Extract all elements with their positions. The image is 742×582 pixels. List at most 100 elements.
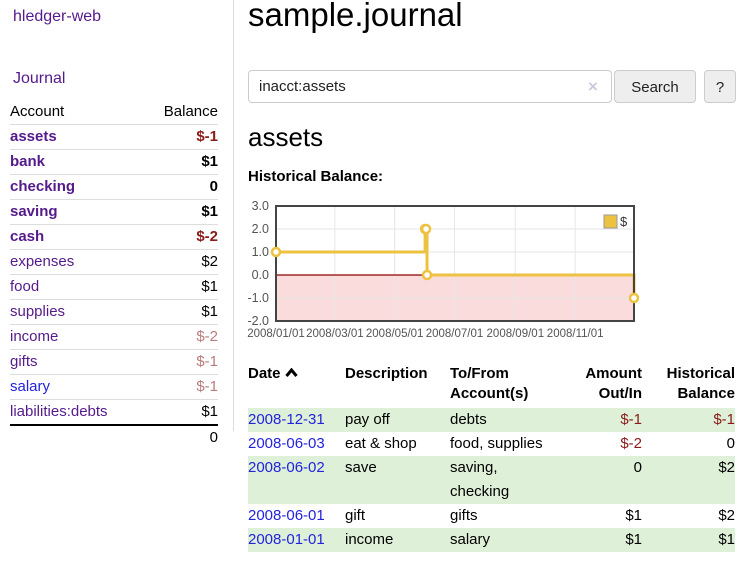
account-row: income $-2 (10, 324, 218, 350)
register-table: Date Description To/From Account(s) Amou… (248, 364, 735, 552)
search-button[interactable]: Search (614, 70, 696, 103)
svg-text:$: $ (620, 214, 628, 229)
svg-text:2008/03/01: 2008/03/01 (306, 328, 364, 340)
account-balance: $1 (201, 278, 218, 295)
account-balance: $-1 (196, 378, 218, 395)
svg-text:2008/05/01: 2008/05/01 (366, 328, 424, 340)
account-link-checking[interactable]: checking (10, 178, 76, 195)
transaction-amount: $1 (560, 528, 642, 552)
transaction-accounts: debts (450, 408, 560, 432)
svg-text:0.0: 0.0 (252, 268, 269, 282)
date-column-header[interactable]: Date (248, 364, 345, 408)
account-balance: $-1 (196, 128, 218, 145)
account-row: gifts $-1 (10, 349, 218, 375)
transaction-accounts: saving, checking (450, 456, 560, 504)
account-link-liabilities-debts[interactable]: liabilities:debts (10, 403, 108, 420)
transaction-balance: $2 (642, 456, 735, 504)
account-table-header: Account Balance (10, 100, 218, 125)
transaction-balance: 0 (726, 435, 735, 452)
account-balance-table: Account Balance assets $-1 bank $1 check… (10, 100, 218, 450)
account-row: assets $-1 (10, 124, 218, 150)
register-row: 2008-06-03 eat & shop food, supplies $-2… (248, 432, 735, 456)
balance-column-header: Historical Balance (666, 365, 735, 402)
account-link-supplies[interactable]: supplies (10, 303, 66, 320)
account-balance: $1 (201, 403, 218, 420)
svg-text:-2.0: -2.0 (247, 314, 269, 328)
account-total-balance: 0 (209, 429, 218, 446)
transaction-amount: $-2 (620, 435, 642, 452)
account-row: checking 0 (10, 174, 218, 200)
transaction-amount: 0 (560, 456, 642, 504)
account-total-row: 0 (10, 425, 218, 450)
transaction-accounts: gifts (450, 507, 478, 524)
help-button[interactable]: ? (704, 70, 736, 103)
account-balance: $-2 (196, 328, 218, 345)
balance-column-header: Balance (163, 103, 218, 120)
account-link-income[interactable]: income (10, 328, 59, 345)
sidebar-divider (233, 0, 234, 431)
transaction-description: gift (345, 507, 366, 524)
transaction-date-link[interactable]: 2008-12-31 (248, 411, 325, 428)
account-link-expenses[interactable]: expenses (10, 253, 75, 270)
account-balance: $1 (201, 303, 218, 320)
account-row: food $1 (10, 274, 218, 300)
transaction-description: income (345, 528, 450, 552)
account-balance: $2 (201, 253, 218, 270)
account-link-gifts[interactable]: gifts (10, 353, 38, 370)
search-bar: × Search ? (248, 70, 738, 103)
register-row: 2008-01-01 income salary $1 $1 (248, 528, 735, 552)
account-row: expenses $2 (10, 249, 218, 275)
svg-text:2008/11/01: 2008/11/01 (547, 328, 604, 340)
transaction-date-link[interactable]: 2008-06-03 (248, 435, 325, 452)
clear-search-icon[interactable]: × (588, 77, 598, 96)
register-row: 2008-12-31 pay off debts $-1 $-1 (248, 408, 735, 432)
account-link-food[interactable]: food (10, 278, 40, 295)
account-balance: 0 (209, 178, 218, 195)
account-row: supplies $1 (10, 299, 218, 325)
description-column-header: Description (345, 365, 428, 382)
account-column-header: Account (10, 103, 65, 120)
svg-text:2008/07/01: 2008/07/01 (426, 328, 484, 340)
account-row: salary $-1 (10, 374, 218, 400)
account-balance: $1 (201, 153, 218, 170)
account-balance: $-1 (196, 353, 218, 370)
svg-text:1.0: 1.0 (252, 245, 269, 259)
account-link-saving[interactable]: saving (10, 203, 58, 220)
register-row: 2008-06-02 save saving, checking 0 $2 (248, 456, 735, 504)
app-title-link[interactable]: hledger-web (13, 8, 102, 25)
sidebar-item-journal[interactable]: Journal (13, 70, 66, 87)
svg-text:-1.0: -1.0 (247, 291, 269, 305)
transaction-description: pay off (345, 408, 450, 432)
register-row: 2008-06-01 gift gifts $1 $2 (248, 504, 735, 528)
account-link-salary[interactable]: salary (10, 378, 51, 395)
account-link-assets[interactable]: assets (10, 128, 57, 145)
account-row: saving $1 (10, 199, 218, 225)
transaction-accounts: food, supplies (450, 435, 543, 452)
account-row: cash $-2 (10, 224, 218, 250)
page-title: sample.journal (248, 0, 463, 33)
svg-text:2.0: 2.0 (252, 222, 269, 236)
account-balance: $-2 (196, 228, 218, 245)
transaction-amount: $1 (625, 507, 642, 524)
transaction-amount: $-1 (560, 408, 642, 432)
transaction-description: save (345, 456, 450, 504)
accounts-column-header: To/From Account(s) (450, 365, 529, 402)
transaction-date-link[interactable]: 2008-06-01 (248, 507, 325, 524)
account-link-cash[interactable]: cash (10, 228, 45, 245)
account-heading: assets (248, 122, 324, 152)
transaction-date-link[interactable]: 2008-06-02 (248, 459, 325, 476)
transaction-balance: $1 (642, 528, 735, 552)
account-link-bank[interactable]: bank (10, 153, 46, 170)
svg-text:2008/09/01: 2008/09/01 (487, 328, 545, 340)
sort-ascending-icon (284, 364, 298, 384)
transaction-date-link[interactable]: 2008-01-01 (248, 531, 325, 548)
search-input[interactable] (248, 70, 612, 103)
account-row: bank $1 (10, 149, 218, 175)
chart-title: Historical Balance: (248, 168, 384, 185)
amount-column-header: Amount Out/In (585, 365, 642, 402)
transaction-balance: $2 (718, 507, 735, 524)
transaction-accounts: salary (450, 528, 560, 552)
balance-chart: $3.0 2.0 1.0 0.0 -1.0 -2.0 2008/01/01 2008/03/0… (246, 199, 666, 345)
